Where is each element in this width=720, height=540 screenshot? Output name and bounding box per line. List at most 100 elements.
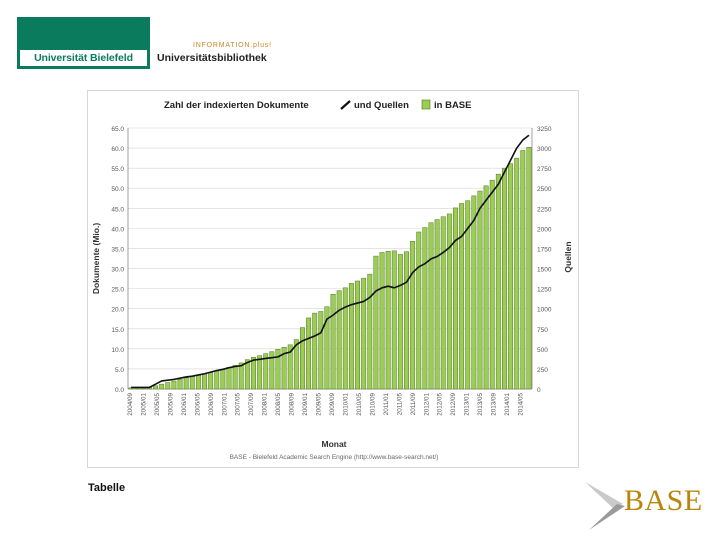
y-tick-label: 0.0 xyxy=(115,387,124,394)
chart-source: BASE - Bielefeld Academic Search Engine … xyxy=(230,454,439,461)
bar xyxy=(342,287,348,390)
y2-axis-label: Quellen xyxy=(563,241,573,272)
bar xyxy=(483,185,489,390)
bar xyxy=(428,222,434,390)
x-tick-label: 2013/05 xyxy=(477,393,484,416)
bar xyxy=(508,163,514,390)
y2-tick-label: 2250 xyxy=(537,206,552,213)
x-tick-label: 2008/09 xyxy=(289,393,296,416)
y2-tick-label: 0 xyxy=(537,387,541,394)
tabelle-label: Tabelle xyxy=(88,482,126,494)
x-tick-label: 2007/05 xyxy=(235,393,242,416)
bar xyxy=(397,254,403,390)
bar xyxy=(195,374,201,390)
university-logo: Universität Bielefeld xyxy=(17,17,150,69)
x-tick-label: 2005/01 xyxy=(140,393,147,416)
x-tick-label: 2004/09 xyxy=(127,393,134,416)
x-tick-label: 2010/01 xyxy=(342,393,349,416)
x-tick-label: 2013/09 xyxy=(491,393,498,416)
y2-tick-label: 2750 xyxy=(537,166,552,173)
bar xyxy=(324,306,330,390)
bar xyxy=(202,373,207,390)
documents-sources-chart: 0.0 5.0 10.0 15.0 20.0 25.0 30.0 35.0 40.0 45.0 50… xyxy=(91,99,573,461)
university-name: Universität Bielefeld xyxy=(34,52,133,64)
bar xyxy=(495,173,501,390)
bar xyxy=(251,357,256,390)
base-wordmark: BASE xyxy=(624,484,703,517)
x-tick-label: 2013/01 xyxy=(464,393,471,416)
bar xyxy=(526,147,532,390)
bar xyxy=(440,216,446,390)
bar xyxy=(373,255,379,390)
x-tick-label: 2010/09 xyxy=(369,393,376,416)
legend-line-swatch xyxy=(340,100,351,110)
bar xyxy=(263,353,269,390)
bar xyxy=(434,219,440,390)
chart-title-part: in BASE xyxy=(434,100,471,111)
bar xyxy=(306,317,312,390)
x-tick-label: 2005/05 xyxy=(154,393,161,416)
bar xyxy=(330,293,336,390)
y-tick-label: 50.0 xyxy=(111,186,124,193)
bar xyxy=(257,355,263,390)
bar xyxy=(514,157,520,390)
bar xyxy=(281,346,287,390)
bar xyxy=(153,385,158,390)
y-tick-label: 55.0 xyxy=(111,166,124,173)
bar xyxy=(489,179,495,390)
sources-line xyxy=(131,134,530,389)
y2-tick-label: 3250 xyxy=(537,126,552,133)
y2-tick-label: 1250 xyxy=(537,287,552,294)
y2-tick-label: 1000 xyxy=(537,307,552,314)
bar xyxy=(238,362,244,390)
x-tick-label: 2009/05 xyxy=(316,393,323,416)
y-tick-label: 35.0 xyxy=(111,246,124,253)
y2-tick-label: 1750 xyxy=(537,246,552,253)
x-tick-label: 2005/09 xyxy=(167,393,174,416)
bar xyxy=(477,190,483,390)
y-tick-label: 5.0 xyxy=(115,367,124,374)
y-tick-label: 25.0 xyxy=(111,287,124,294)
bar xyxy=(404,251,409,390)
bar xyxy=(459,203,465,390)
bar xyxy=(232,365,238,390)
y2-tick-label: 500 xyxy=(537,347,548,354)
bar xyxy=(171,380,177,390)
bar xyxy=(422,227,428,390)
bar xyxy=(355,280,360,390)
bar xyxy=(520,150,526,390)
chart-title-part: und Quellen xyxy=(354,100,409,111)
chart-title-part: Zahl der indexierten Dokumente xyxy=(164,100,309,111)
bar xyxy=(208,372,214,390)
bar xyxy=(361,277,367,390)
bar xyxy=(391,250,397,390)
x-tick-label: 2006/09 xyxy=(208,393,215,416)
base-logo: BASE xyxy=(583,478,715,534)
y2-tick-label: 2500 xyxy=(537,186,552,193)
bar xyxy=(385,251,391,390)
bar xyxy=(189,376,195,390)
bar xyxy=(183,377,189,390)
bar xyxy=(416,231,422,390)
x-tick-label: 2014/05 xyxy=(518,393,525,416)
x-tick-label: 2006/01 xyxy=(181,393,188,416)
university-logo-band xyxy=(20,50,147,66)
bar xyxy=(465,200,471,390)
x-tick-label: 2008/01 xyxy=(262,393,269,416)
chart-frame: 0.0 5.0 10.0 15.0 20.0 25.0 30.0 35.0 40.0 45.0 50… xyxy=(87,90,579,468)
x-tick-label: 2011/09 xyxy=(410,393,417,416)
y2-tick-label: 1500 xyxy=(537,267,552,274)
bar xyxy=(214,370,220,390)
y-tick-label: 45.0 xyxy=(111,206,124,213)
bar xyxy=(446,213,452,390)
x-tick-label: 2012/09 xyxy=(450,393,457,416)
x-tick-label: 2009/09 xyxy=(329,393,336,416)
x-tick-label: 2009/01 xyxy=(302,393,309,416)
bar xyxy=(453,207,458,390)
y-axis-label: Dokumente (Mio.) xyxy=(91,223,101,294)
y-tick-label: 20.0 xyxy=(111,307,124,314)
y-tick-label: 65.0 xyxy=(111,126,124,133)
x-tick-label: 2007/01 xyxy=(221,393,228,416)
bar xyxy=(293,339,299,390)
x-tick-label: 2014/01 xyxy=(504,393,511,416)
